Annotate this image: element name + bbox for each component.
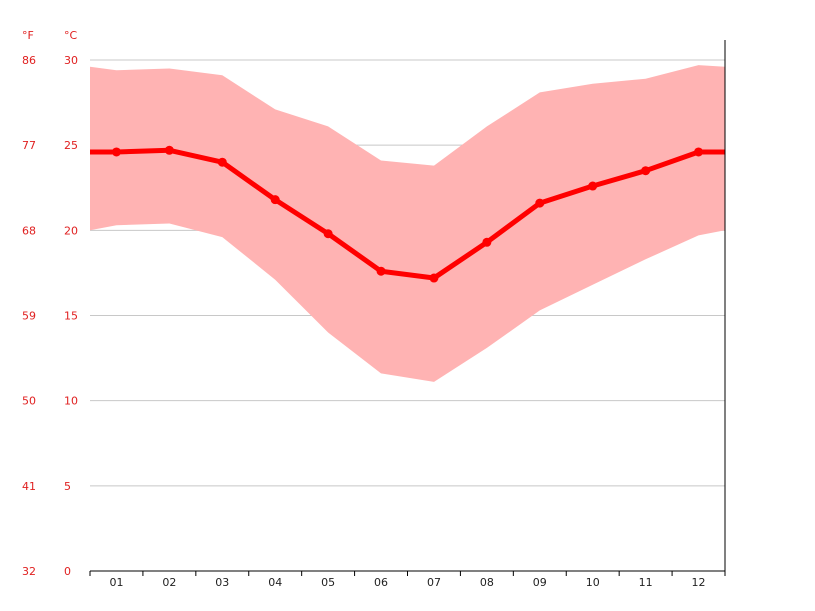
- y-tick-fahrenheit-32: 32: [22, 565, 36, 578]
- data-point-01: [111, 147, 121, 157]
- x-tick-10: 10: [586, 576, 600, 589]
- x-tick-01: 01: [109, 576, 123, 589]
- y-tick-fahrenheit-41: 41: [22, 480, 36, 493]
- y-tick-celsius-10: 10: [64, 395, 78, 408]
- y-tick-fahrenheit-50: 50: [22, 395, 36, 408]
- data-point-06: [376, 266, 386, 276]
- x-tick-08: 08: [480, 576, 494, 589]
- y-tick-celsius-5: 5: [64, 480, 71, 493]
- range-band-area: [90, 65, 725, 382]
- y-tick-fahrenheit-68: 68: [22, 224, 36, 237]
- x-tick-03: 03: [215, 576, 229, 589]
- data-point-11: [641, 166, 651, 176]
- data-point-04: [270, 195, 280, 205]
- y-tick-fahrenheit-59: 59: [22, 310, 36, 323]
- x-tick-06: 06: [374, 576, 388, 589]
- data-point-03: [217, 157, 227, 167]
- average-line-path: [90, 147, 725, 281]
- x-tick-07: 07: [427, 576, 441, 589]
- data-point-05: [323, 229, 333, 239]
- x-tick-12: 12: [692, 576, 706, 589]
- data-point-10: [588, 181, 598, 191]
- data-point-09: [535, 198, 545, 208]
- data-point-02: [164, 145, 174, 155]
- x-tick-04: 04: [268, 576, 282, 589]
- average-temperature-line: [90, 145, 725, 283]
- y-tick-celsius-15: 15: [64, 310, 78, 323]
- axis-ticks: 0 32 5 41 10 50 15 59 20 68 25 77 30 86 01 02 03 04 05 06 07…: [22, 54, 706, 589]
- x-tick-02: 02: [162, 576, 176, 589]
- y-tick-fahrenheit-86: 86: [22, 54, 36, 67]
- x-tick-05: 05: [321, 576, 335, 589]
- y-tick-fahrenheit-77: 77: [22, 139, 36, 152]
- x-tick-09: 09: [533, 576, 547, 589]
- y-tick-celsius-25: 25: [64, 139, 78, 152]
- y-tick-celsius-20: 20: [64, 224, 78, 237]
- data-point-07: [429, 273, 439, 283]
- x-tick-11: 11: [639, 576, 653, 589]
- data-point-08: [482, 237, 492, 247]
- y-tick-celsius-0: 0: [64, 565, 71, 578]
- temperature-range-band: [90, 65, 725, 382]
- unit-label-celsius: °C: [64, 29, 78, 42]
- data-point-12: [694, 147, 704, 157]
- y-tick-celsius-30: 30: [64, 54, 78, 67]
- unit-label-fahrenheit: °F: [22, 29, 34, 42]
- axes: [89, 40, 726, 576]
